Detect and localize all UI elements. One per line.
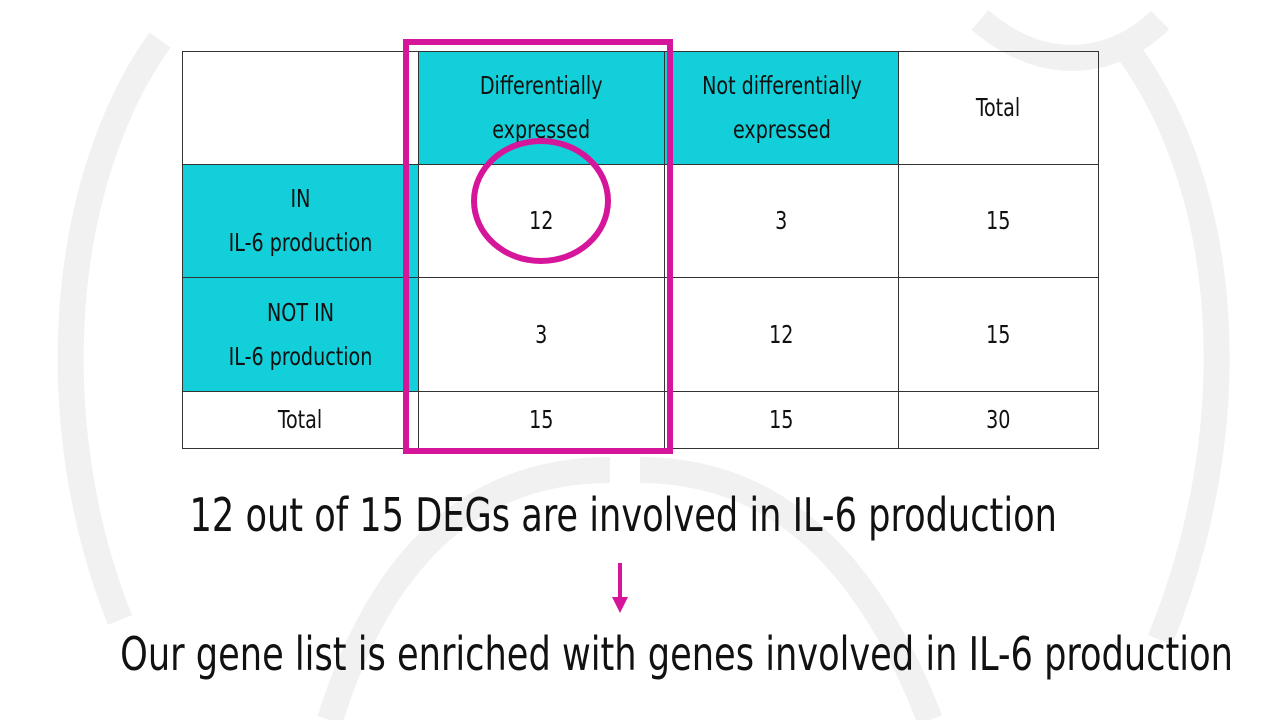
cell-in-not-de: 3 bbox=[664, 164, 899, 279]
cell-in-total: 15 bbox=[898, 164, 1099, 279]
row-header-not-in-il6: NOT IN IL-6 production bbox=[182, 277, 419, 392]
cell-grand-total: 30 bbox=[898, 390, 1099, 450]
cell-total-de: 15 bbox=[418, 390, 665, 450]
row-header-in-il6: IN IL-6 production bbox=[182, 164, 419, 279]
statement-deg-count: 12 out of 15 DEGs are involved in IL-6 p… bbox=[189, 488, 1057, 542]
cell-total-not-de: 15 bbox=[664, 390, 899, 450]
table-header-row: Differentially expressed Not differentia… bbox=[182, 50, 1099, 166]
col-header-differentially-expressed: Differentially expressed bbox=[418, 50, 665, 166]
col-header-not-differentially-expressed: Not differentially expressed bbox=[664, 50, 899, 166]
table-row: NOT IN IL-6 production 3 12 15 bbox=[182, 277, 1099, 392]
cell-not-in-de: 3 bbox=[418, 277, 665, 392]
cell-in-de: 12 bbox=[418, 164, 665, 279]
row-header-total: Total bbox=[182, 390, 419, 450]
arrow-down-icon bbox=[612, 563, 628, 613]
cell-not-in-total: 15 bbox=[898, 277, 1099, 392]
table-row: IN IL-6 production 12 3 15 bbox=[182, 164, 1099, 279]
statement-enrichment-conclusion: Our gene list is enriched with genes inv… bbox=[120, 627, 1233, 681]
contingency-table: Differentially expressed Not differentia… bbox=[182, 50, 1099, 450]
col-header-total: Total bbox=[898, 50, 1099, 166]
table-row: Total 15 15 30 bbox=[182, 390, 1099, 450]
cell-not-in-not-de: 12 bbox=[664, 277, 899, 392]
corner-cell bbox=[182, 50, 419, 166]
